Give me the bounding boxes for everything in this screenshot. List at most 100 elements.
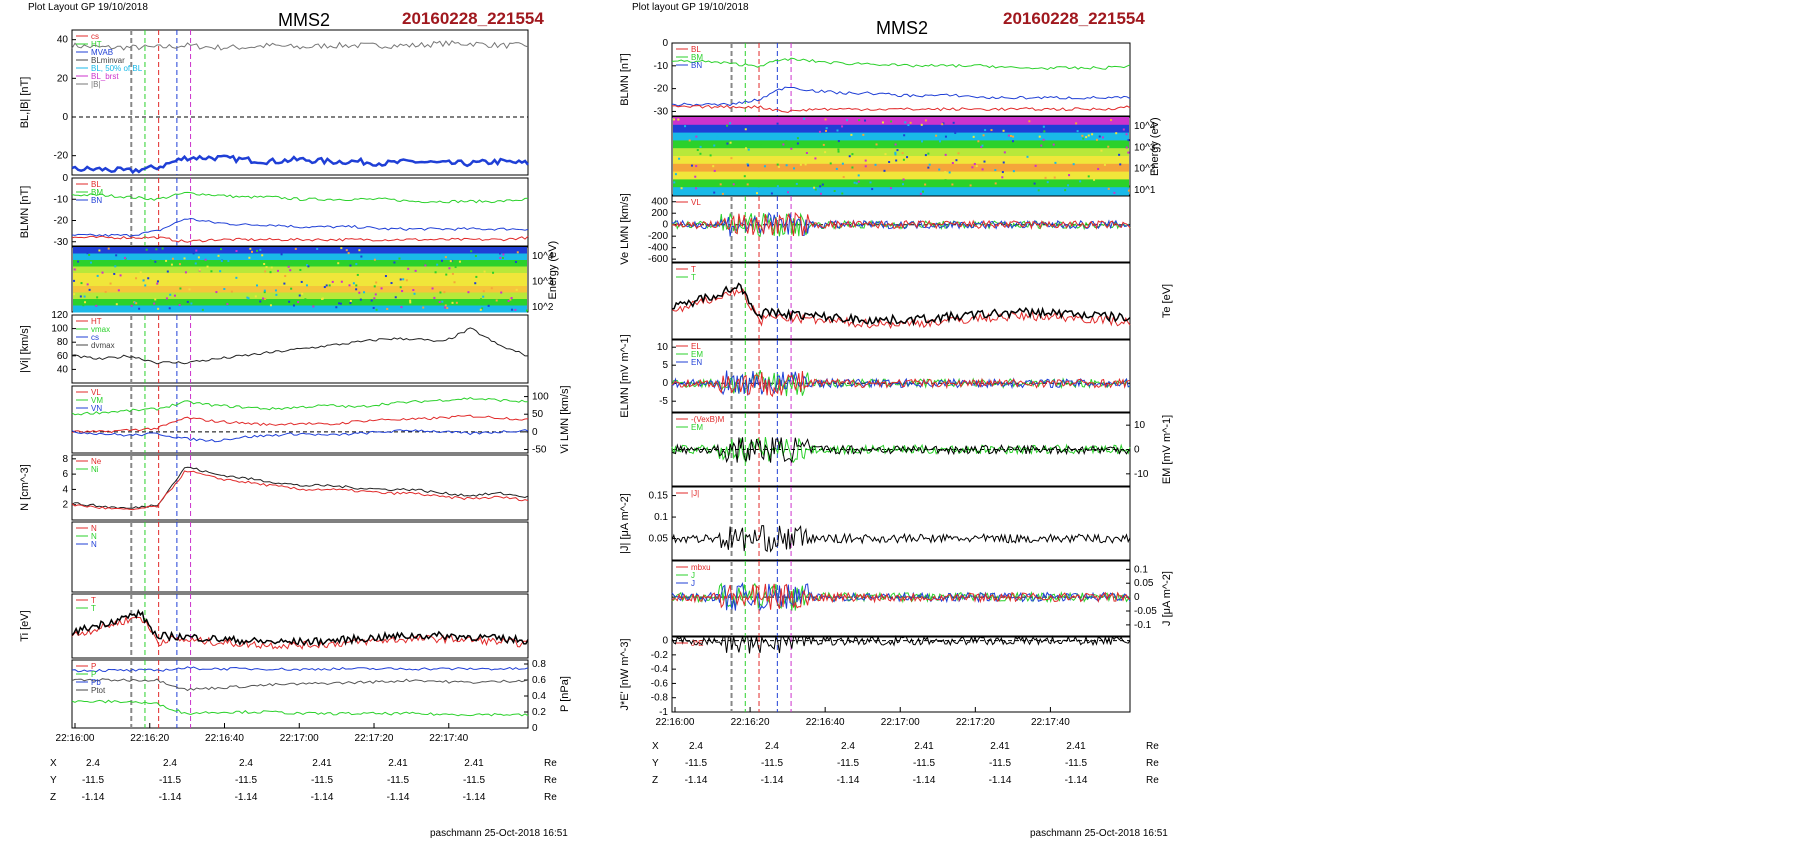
spectrogram-pixel xyxy=(331,280,334,283)
spectrogram-pixel xyxy=(858,119,861,122)
right-coord-value: 2.41 xyxy=(914,741,934,752)
spectrogram-pixel xyxy=(339,302,342,305)
ytick-L6: 8 xyxy=(62,454,68,465)
spectrogram-pixel xyxy=(825,127,828,130)
spectrogram-pixel xyxy=(818,130,821,133)
series-bn xyxy=(71,235,529,243)
spectrogram-pixel xyxy=(514,300,517,303)
ytick-L1: -20 xyxy=(54,151,69,162)
spectrogram-pixel xyxy=(145,248,148,251)
spectrogram-pixel xyxy=(935,134,938,137)
spectrogram-pixel xyxy=(690,164,693,167)
spectrogram-pixel xyxy=(971,166,974,169)
spectrogram-pixel xyxy=(262,297,265,300)
legend-entry-L5: VN xyxy=(91,404,102,413)
spectrogram-pixel xyxy=(997,134,1000,137)
spectrogram-pixel xyxy=(321,297,324,300)
spectrogram-pixel xyxy=(673,181,676,184)
right-coord-value: 2.41 xyxy=(1066,741,1086,752)
legend-entry-L6: Ni xyxy=(91,465,99,474)
spectrogram-pixel xyxy=(695,185,698,188)
spectrogram-pixel xyxy=(261,254,264,257)
ytick-L6: 2 xyxy=(62,500,68,511)
spectrogram-pixel xyxy=(276,283,279,286)
spectrogram-pixel xyxy=(440,259,443,262)
spectrogram-pixel xyxy=(165,259,168,262)
spectrogram-pixel xyxy=(287,265,290,268)
series-trace xyxy=(671,635,1131,654)
spectrogram-pixel xyxy=(400,306,403,309)
legend-entry-L5: VL xyxy=(91,388,101,397)
spectrogram-pixel xyxy=(763,165,766,168)
legend-entry-L7: N xyxy=(91,540,97,549)
spectrogram-pixel xyxy=(479,308,482,311)
spectrogram-pixel xyxy=(1093,178,1096,181)
left-coord-value: 2.41 xyxy=(388,758,408,769)
ytick-R6: -10 xyxy=(1134,469,1149,480)
spectrogram-pixel xyxy=(249,247,252,250)
spectrogram-pixel xyxy=(86,283,89,286)
series-ni xyxy=(71,466,529,510)
spectrogram-pixel xyxy=(904,121,907,124)
spectrogram-pixel xyxy=(444,304,447,307)
series-bl xyxy=(71,154,529,175)
spectrogram-pixel xyxy=(819,192,822,195)
spectrogram-pixel xyxy=(928,163,931,166)
spectrogram-pixel xyxy=(294,247,297,250)
panel-L8: Ti [eV] TT xyxy=(19,593,529,659)
series-vi xyxy=(71,327,528,365)
spectrogram-band xyxy=(73,260,527,267)
spectrogram-pixel xyxy=(153,302,156,305)
panel-frame-L1 xyxy=(71,29,529,176)
spectrogram-pixel xyxy=(227,259,230,262)
spectrogram-pixel xyxy=(83,295,86,298)
spectrogram-pixel xyxy=(283,282,286,285)
spectrogram-pixel xyxy=(815,175,818,178)
spectrogram-pixel xyxy=(436,263,439,266)
spectrogram-pixel xyxy=(399,278,402,281)
ytick-L9: 0.4 xyxy=(532,691,546,702)
series-vm xyxy=(71,397,528,416)
spectrogram-pixel xyxy=(890,120,893,123)
spectrogram-pixel xyxy=(883,169,886,172)
spectrogram-pixel xyxy=(713,191,716,194)
spectrogram-pixel xyxy=(990,129,993,132)
series-temperature xyxy=(71,608,529,647)
spectrogram-pixel xyxy=(186,300,189,303)
spectrogram-pixel xyxy=(192,252,195,255)
spectrogram-pixel xyxy=(805,118,808,121)
series-trace xyxy=(671,370,1131,396)
spectrogram-pixel xyxy=(699,152,702,155)
left-coord-row-label: Z xyxy=(50,792,56,803)
spectrogram-pixel xyxy=(347,252,350,255)
legend-entry-L9: Ptot xyxy=(91,686,106,695)
spectrogram-pixel xyxy=(803,117,806,120)
spectrogram-pixel xyxy=(407,267,410,270)
spectrogram-pixel xyxy=(746,183,749,186)
ylabel-L6: N [cm^-3] xyxy=(19,464,31,511)
spectrogram-pixel xyxy=(1012,170,1015,173)
spectrogram-pixel xyxy=(394,296,397,299)
spectrogram-pixel xyxy=(951,183,954,186)
spectrogram-pixel xyxy=(220,260,223,263)
spectrogram-pixel xyxy=(1121,133,1124,136)
spectrogram-pixel xyxy=(194,262,197,265)
right-footer: paschmann 25-Oct-2018 16:51 xyxy=(1030,828,1168,839)
spectrogram-pixel xyxy=(82,304,85,307)
right-coord-value: -1.14 xyxy=(989,775,1012,786)
spectrogram-pixel xyxy=(712,165,715,168)
right-title: MMS2 xyxy=(876,18,928,38)
spectrogram-pixel xyxy=(188,288,191,291)
spectrogram-pixel xyxy=(356,273,359,276)
ytick-R5: 10 xyxy=(657,342,669,353)
spectrogram-pixel xyxy=(154,260,157,263)
spectrogram-pixel xyxy=(1072,163,1075,166)
ytick-L9: 0 xyxy=(532,723,538,734)
spectrogram-pixel xyxy=(938,140,941,143)
spectrogram-pixel xyxy=(954,131,957,134)
spectrogram-pixel xyxy=(1001,176,1004,179)
panel-frame-L5 xyxy=(71,385,529,454)
spectrogram-pixel xyxy=(957,152,960,155)
spectrogram-pixel xyxy=(760,144,763,147)
